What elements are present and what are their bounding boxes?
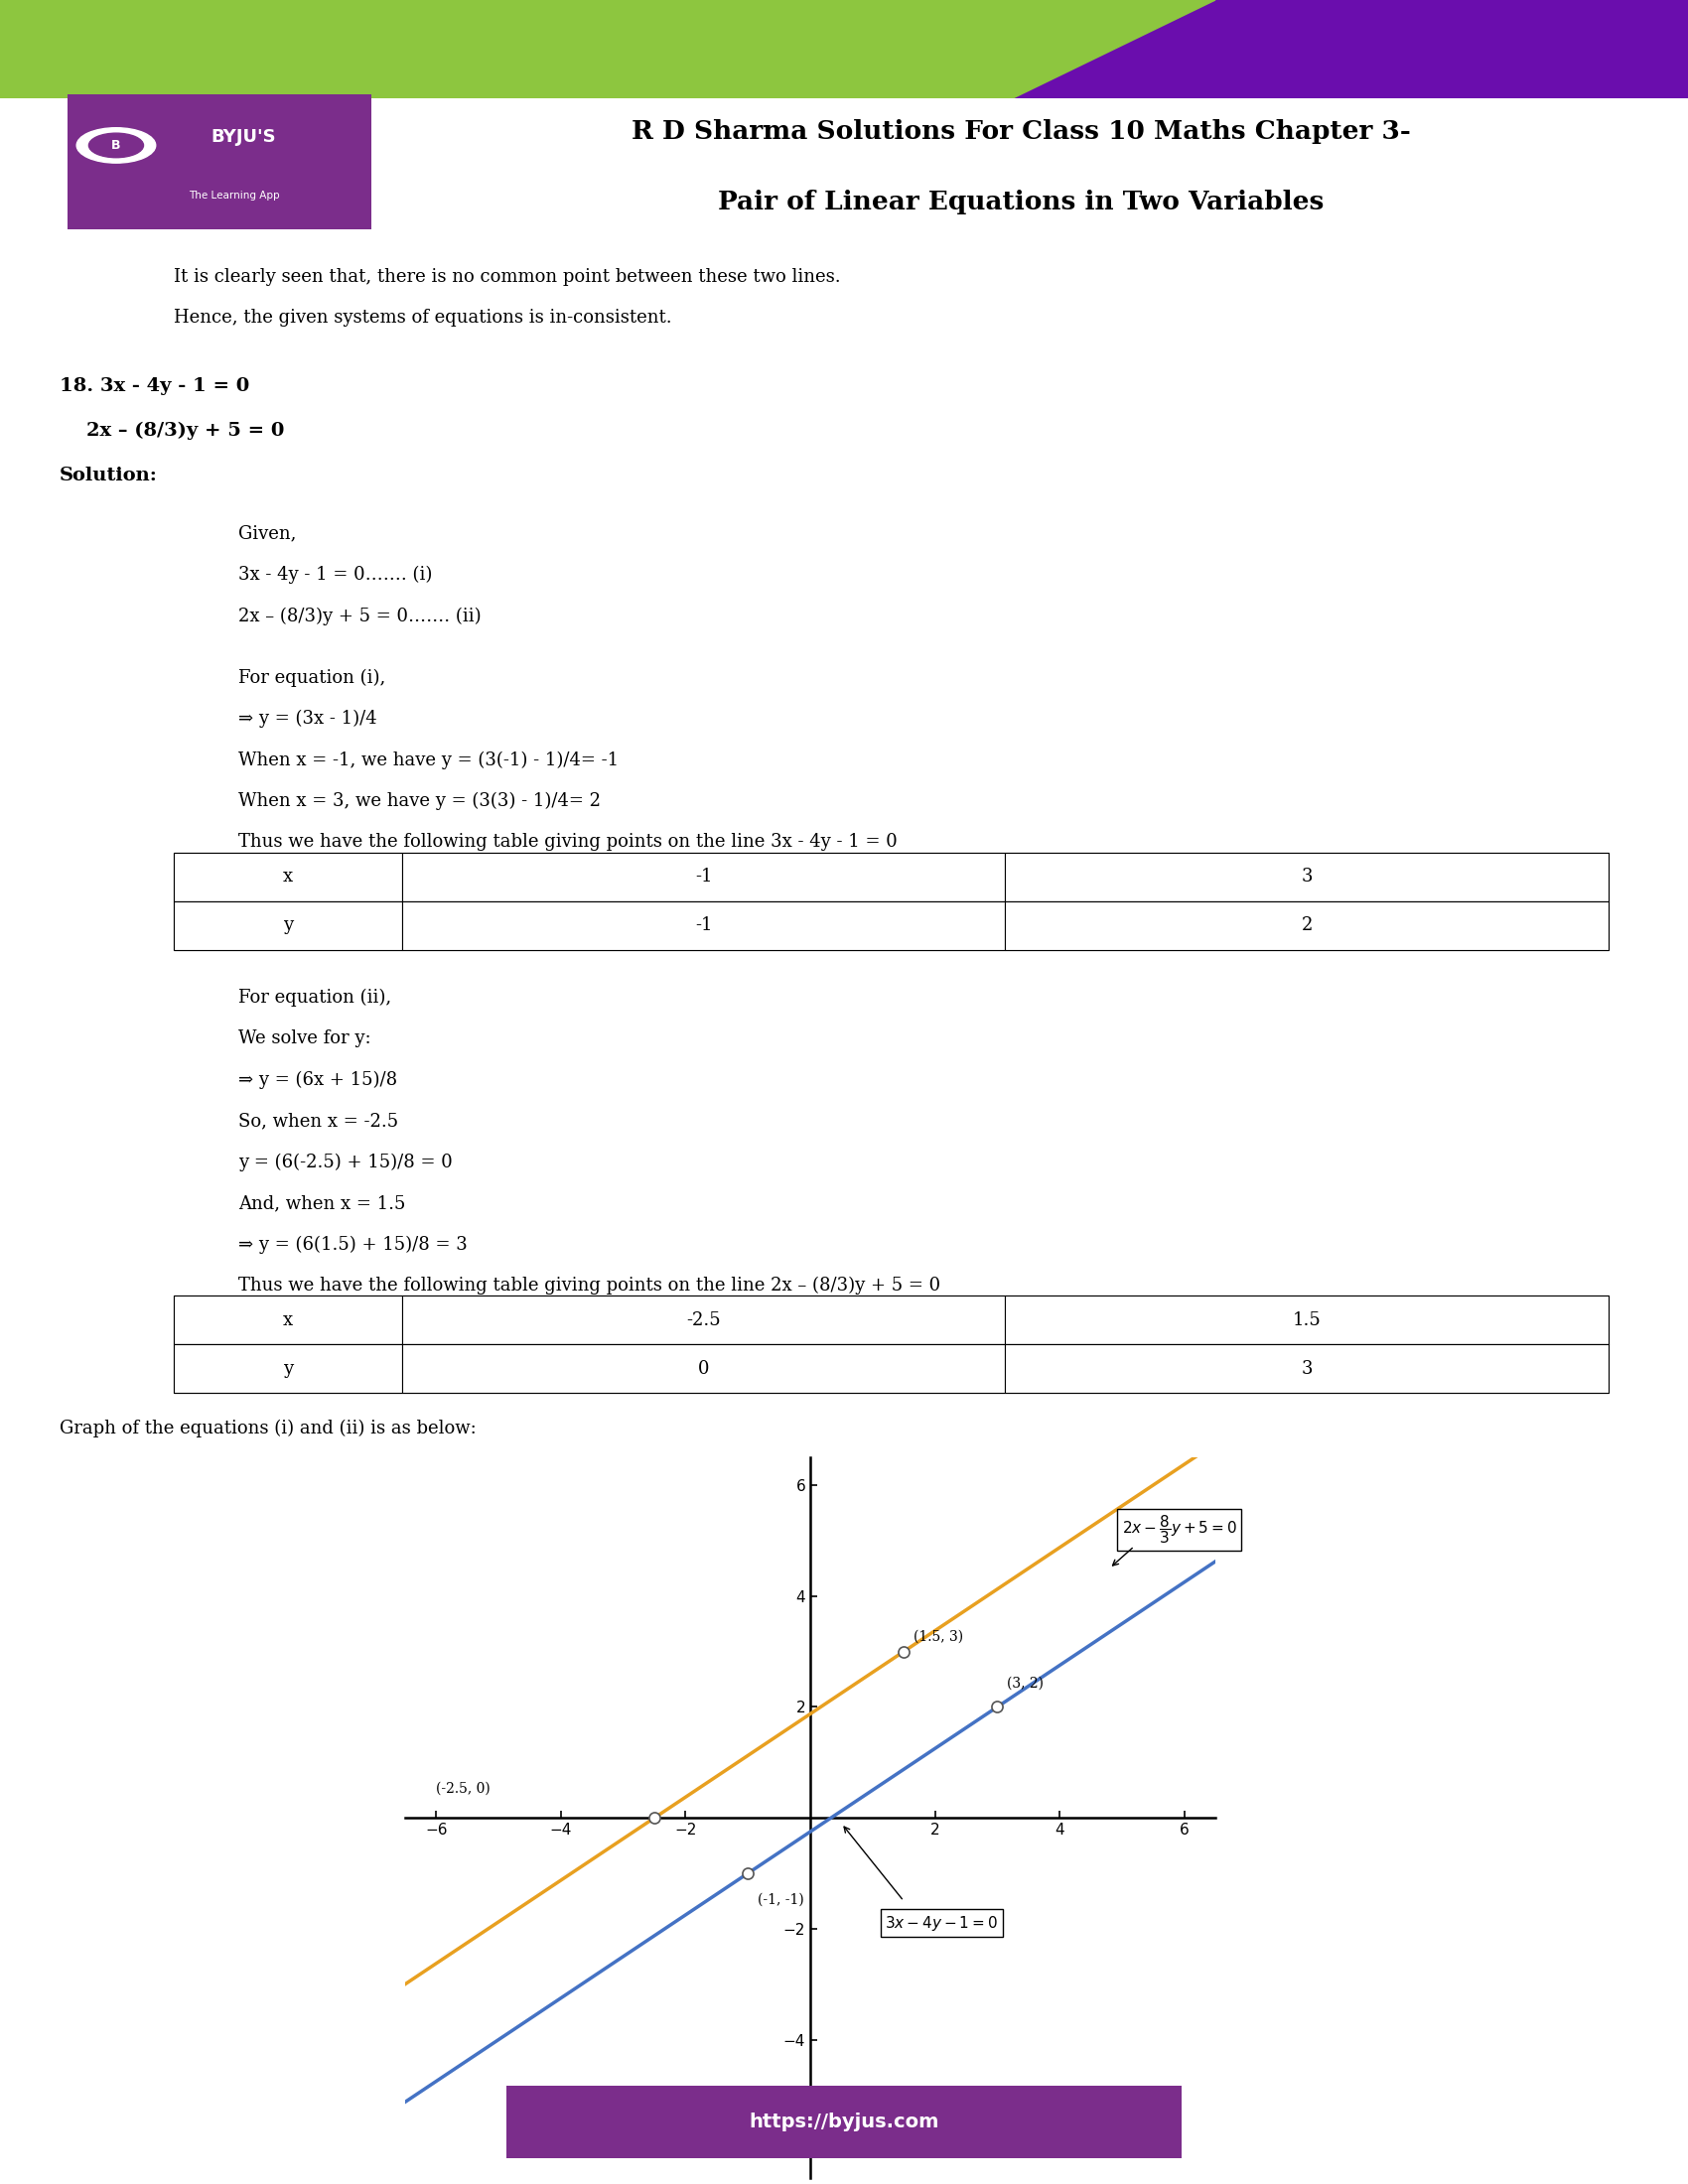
Text: -1: -1 xyxy=(695,917,712,935)
Text: ⇒ y = (6x + 15)/8: ⇒ y = (6x + 15)/8 xyxy=(238,1070,397,1090)
Bar xyxy=(174,852,402,902)
Text: -2.5: -2.5 xyxy=(687,1310,721,1330)
Bar xyxy=(1006,1295,1609,1345)
Text: x: x xyxy=(284,1310,294,1330)
Text: y: y xyxy=(284,917,294,935)
Text: And, when x = 1.5: And, when x = 1.5 xyxy=(238,1195,405,1212)
Text: ⇒ y = (6(1.5) + 15)/8 = 3: ⇒ y = (6(1.5) + 15)/8 = 3 xyxy=(238,1236,468,1254)
Text: R D Sharma Solutions For Class 10 Maths Chapter 3-: R D Sharma Solutions For Class 10 Maths … xyxy=(631,120,1411,144)
Text: (1.5, 3): (1.5, 3) xyxy=(913,1629,962,1642)
Text: Solution:: Solution: xyxy=(59,467,157,485)
Bar xyxy=(1006,852,1609,902)
Text: 3: 3 xyxy=(1301,867,1313,887)
Text: The Learning App: The Learning App xyxy=(189,190,280,201)
Bar xyxy=(174,1295,1609,1345)
Text: 2x – (8/3)y + 5 = 0……. (ii): 2x – (8/3)y + 5 = 0……. (ii) xyxy=(238,607,481,625)
FancyBboxPatch shape xyxy=(466,2081,1222,2162)
Bar xyxy=(174,902,402,950)
Circle shape xyxy=(89,133,143,157)
Text: $2x - \dfrac{8}{3}y + 5 = 0$: $2x - \dfrac{8}{3}y + 5 = 0$ xyxy=(1123,1514,1237,1546)
Text: (3, 2): (3, 2) xyxy=(1006,1677,1043,1690)
Circle shape xyxy=(76,127,155,164)
Text: So, when x = -2.5: So, when x = -2.5 xyxy=(238,1112,398,1129)
Text: Pair of Linear Equations in Two Variables: Pair of Linear Equations in Two Variable… xyxy=(717,190,1325,214)
Text: BYJU'S: BYJU'S xyxy=(211,129,277,146)
Text: Hence, the given systems of equations is in-consistent.: Hence, the given systems of equations is… xyxy=(174,308,672,328)
Text: (-1, -1): (-1, -1) xyxy=(758,1894,803,1907)
Bar xyxy=(174,1345,1609,1393)
Bar xyxy=(174,852,1609,902)
Text: B: B xyxy=(111,140,122,153)
Text: Thus we have the following table giving points on the line 2x – (8/3)y + 5 = 0: Thus we have the following table giving … xyxy=(238,1275,940,1295)
Bar xyxy=(1006,1345,1609,1393)
Bar xyxy=(174,902,1609,950)
Text: ⇒ y = (3x - 1)/4: ⇒ y = (3x - 1)/4 xyxy=(238,710,376,727)
Text: 1.5: 1.5 xyxy=(1293,1310,1322,1330)
Bar xyxy=(402,1295,1006,1345)
Text: 0: 0 xyxy=(699,1361,709,1378)
Bar xyxy=(402,902,1006,950)
Text: y: y xyxy=(284,1361,294,1378)
Bar xyxy=(402,1345,1006,1393)
Text: 3x - 4y - 1 = 0……. (i): 3x - 4y - 1 = 0……. (i) xyxy=(238,566,432,583)
Text: $3x - 4y - 1 = 0$: $3x - 4y - 1 = 0$ xyxy=(885,1913,998,1933)
Bar xyxy=(1006,902,1609,950)
Text: https://byjus.com: https://byjus.com xyxy=(749,2112,939,2132)
Bar xyxy=(402,852,1006,902)
Text: For equation (i),: For equation (i), xyxy=(238,668,385,686)
Text: y = (6(-2.5) + 15)/8 = 0: y = (6(-2.5) + 15)/8 = 0 xyxy=(238,1153,452,1171)
FancyBboxPatch shape xyxy=(56,90,383,234)
Polygon shape xyxy=(0,0,1215,98)
Text: Graph of the equations (i) and (ii) is as below:: Graph of the equations (i) and (ii) is a… xyxy=(59,1420,476,1437)
Text: (-2.5, 0): (-2.5, 0) xyxy=(436,1782,491,1795)
Text: 2x – (8/3)y + 5 = 0: 2x – (8/3)y + 5 = 0 xyxy=(59,422,284,441)
Text: When x = -1, we have y = (3(-1) - 1)/4= -1: When x = -1, we have y = (3(-1) - 1)/4= … xyxy=(238,751,619,769)
Text: 18. 3x - 4y - 1 = 0: 18. 3x - 4y - 1 = 0 xyxy=(59,378,250,395)
Text: It is clearly seen that, there is no common point between these two lines.: It is clearly seen that, there is no com… xyxy=(174,269,841,286)
Text: When x = 3, we have y = (3(3) - 1)/4= 2: When x = 3, we have y = (3(3) - 1)/4= 2 xyxy=(238,793,601,810)
Text: x: x xyxy=(284,867,294,887)
Text: For equation (ii),: For equation (ii), xyxy=(238,989,392,1007)
Text: Given,: Given, xyxy=(238,524,297,542)
Bar xyxy=(174,1295,402,1345)
Text: Thus we have the following table giving points on the line 3x - 4y - 1 = 0: Thus we have the following table giving … xyxy=(238,832,898,852)
Text: 3: 3 xyxy=(1301,1361,1313,1378)
Bar xyxy=(174,1345,402,1393)
Text: -1: -1 xyxy=(695,867,712,887)
Text: 2: 2 xyxy=(1301,917,1313,935)
Text: We solve for y:: We solve for y: xyxy=(238,1029,371,1048)
